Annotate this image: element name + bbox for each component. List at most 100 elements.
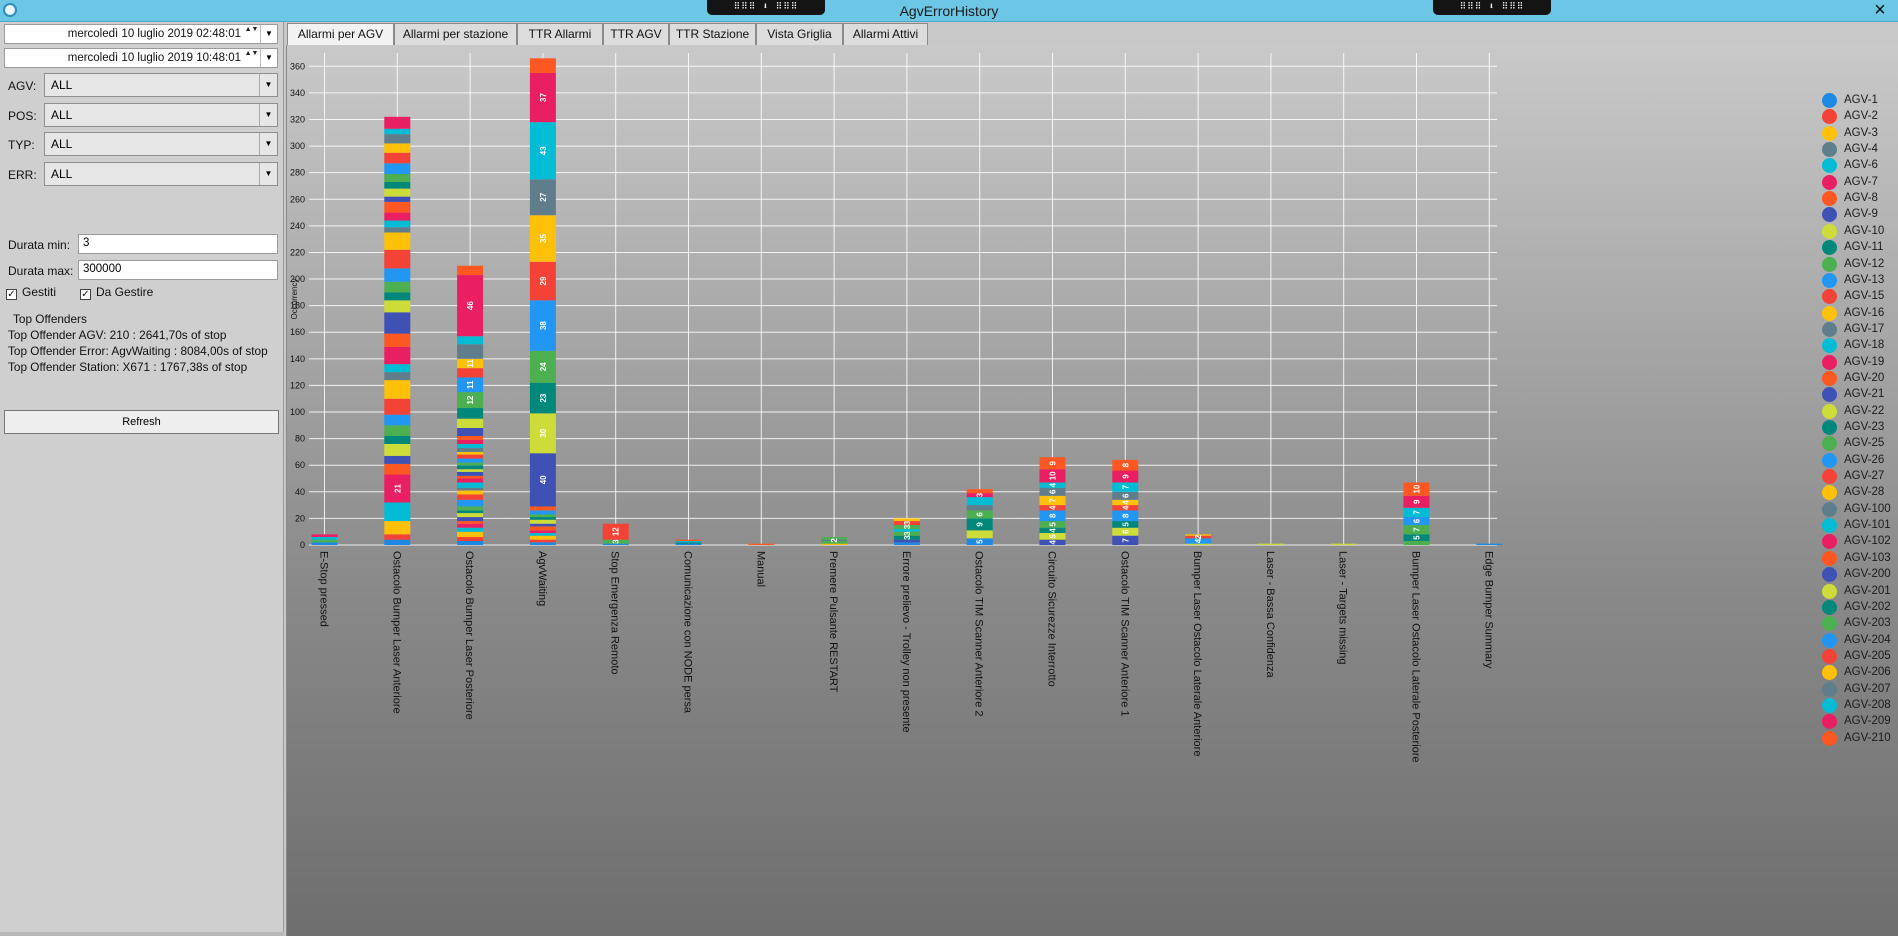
title-bar[interactable]: AgvErrorHistory ⠿⠿⠿ ⬇ ⠿⠿⠿ ⠿⠿⠿ ⬇ ⠿⠿⠿ × [0,0,1898,22]
typ-combo[interactable]: ALL ▼ [44,132,278,156]
err-combo[interactable]: ALL ▼ [44,162,278,186]
legend-label: AGV-11 [1844,241,1884,254]
tab-allarmi-per-stazione[interactable]: Allarmi per stazione [394,23,517,45]
chevron-down-icon[interactable]: ▼ [259,133,277,155]
da-gestire-checkbox[interactable]: ✓ Da Gestire [80,285,153,300]
legend-item: AGV-208 [1822,697,1898,715]
bar-data-label: 6 [1049,489,1058,494]
bar-segment [457,541,484,545]
chevron-down-icon[interactable]: ▼ [259,163,277,185]
bar-segment [529,517,556,520]
bar-segment [457,447,484,452]
check-icon[interactable]: ✓ [6,289,17,300]
bar-data-label: 43 [539,146,548,155]
app-icon [3,3,17,17]
bar-segment [457,454,484,459]
bar-segment [821,537,848,540]
tab-allarmi-attivi[interactable]: Allarmi Attivi [843,23,928,45]
bar-data-label: 2 [1194,534,1203,539]
bar-segment [457,499,484,507]
bar-segment [602,523,629,540]
x-category-label: Edge Bumper Summary [1482,551,1494,669]
filter-panel: mercoledì 10 luglio 2019 02:48:01 ▲▼ ▼ m… [0,22,284,936]
legend-swatch [1822,403,1837,419]
tab-ttr-allarmi[interactable]: TTR Allarmi [517,23,603,45]
close-icon[interactable]: × [1874,0,1886,21]
bar-segment [384,425,411,436]
legend-item: AGV-207 [1822,681,1898,699]
chevron-down-icon[interactable]: ▼ [259,104,277,126]
legend-item: AGV-18 [1822,337,1898,355]
chevron-down-icon[interactable]: ▼ [260,25,277,43]
bar-segment [529,506,556,511]
y-tick-label: 40 [295,487,305,497]
agv-combo-value: ALL [51,78,73,92]
pos-combo[interactable]: ALL ▼ [44,103,278,127]
bar-data-label: 3 [903,520,912,525]
legend-item: AGV-19 [1822,354,1898,372]
bar-segment [821,539,848,542]
bar-segment [966,538,993,545]
agv-combo[interactable]: ALL ▼ [44,73,278,97]
check-icon[interactable]: ✓ [80,289,91,300]
gestiti-checkbox[interactable]: ✓ Gestiti [6,285,56,300]
legend-item: AGV-10 [1822,223,1898,241]
x-category-label: Bumper Laser Ostacolo Laterale Anteriore [1191,551,1203,756]
x-category-label: Ostacolo TIM Scanner Anteriore 2 [973,551,985,717]
date-to-picker[interactable]: mercoledì 10 luglio 2019 10:48:01 ▲▼ ▼ [4,48,278,68]
bar-segment [457,458,484,463]
bar-segment [384,333,411,347]
bar-data-label: 4 [1121,505,1130,510]
legend-swatch [1822,142,1837,158]
spinner-icon[interactable]: ▲▼ [244,50,259,57]
x-category-label: Ostacolo Bumper Laser Posteriore [463,551,475,720]
date-from-picker[interactable]: mercoledì 10 luglio 2019 02:48:01 ▲▼ ▼ [4,24,278,44]
legend-label: AGV-12 [1844,257,1885,270]
tab-vista-griglia[interactable]: Vista Griglia [756,23,843,45]
legend-item: AGV-16 [1822,305,1898,323]
legend-item: AGV-210 [1822,730,1898,748]
bar-segment [675,541,702,543]
bar-segment [893,518,920,522]
legend-swatch [1822,338,1837,354]
chevron-down-icon[interactable]: ▼ [260,49,277,67]
legend-item: AGV-11 [1822,239,1898,257]
x-category-label: Ostacolo Bumper Laser Anteriore [390,551,402,714]
panel-scrollbar[interactable] [0,932,284,936]
legend-label: AGV-8 [1844,192,1878,205]
refresh-button[interactable]: Refresh [4,410,279,434]
legend-label: AGV-102 [1844,535,1891,548]
y-axis-label: Occurrency [290,279,299,320]
bar-segment [1403,507,1430,518]
bar-segment [384,534,411,540]
bar-data-label: 10 [1049,471,1058,480]
bar-data-label: 9 [1121,474,1130,479]
legend-swatch [1822,599,1837,615]
bar-segment [1039,457,1066,470]
bar-segment [1112,470,1139,483]
chevron-down-icon[interactable]: ▼ [259,74,277,96]
tab-ttr-stazione[interactable]: TTR Stazione [669,23,756,45]
spinner-icon[interactable]: ▲▼ [244,26,259,33]
bar-segment [384,188,411,197]
legend-item: AGV-15 [1822,288,1898,306]
dock-handle-right[interactable]: ⠿⠿⠿ ⬇ ⠿⠿⠿ [1433,0,1551,15]
pos-label: POS: [8,109,37,123]
tab-ttr-agv[interactable]: TTR AGV [603,23,669,45]
top-offenders-header: Top Offenders [13,312,87,326]
legend-item: AGV-25 [1822,435,1898,453]
legend-item: AGV-8 [1822,190,1898,208]
legend-item: AGV-103 [1822,550,1898,568]
bar-segment [529,514,556,518]
durata-max-input[interactable]: 300000 [78,260,278,280]
bar-data-label: 46 [466,301,475,310]
tab-allarmi-per-agv[interactable]: Allarmi per AGV [287,23,394,46]
legend-item: AGV-7 [1822,174,1898,192]
legend-swatch [1822,697,1837,713]
durata-min-input[interactable]: 3 [78,234,278,254]
bar-segment [457,462,484,466]
dock-handle-left[interactable]: ⠿⠿⠿ ⬇ ⠿⠿⠿ [707,0,825,15]
legend-label: AGV-101 [1844,519,1891,532]
legend-label: AGV-17 [1844,322,1885,335]
durata-max-label: Durata max: [8,264,74,278]
